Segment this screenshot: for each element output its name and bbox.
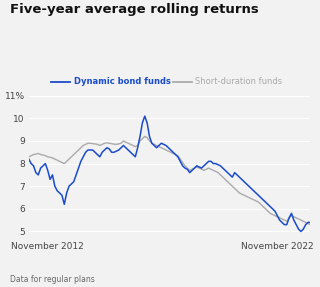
Text: Data for regular plans: Data for regular plans [10, 275, 94, 284]
Text: Five-year average rolling returns: Five-year average rolling returns [10, 3, 258, 16]
Text: Short-duration funds: Short-duration funds [195, 77, 282, 86]
Text: Dynamic bond funds: Dynamic bond funds [74, 77, 171, 86]
